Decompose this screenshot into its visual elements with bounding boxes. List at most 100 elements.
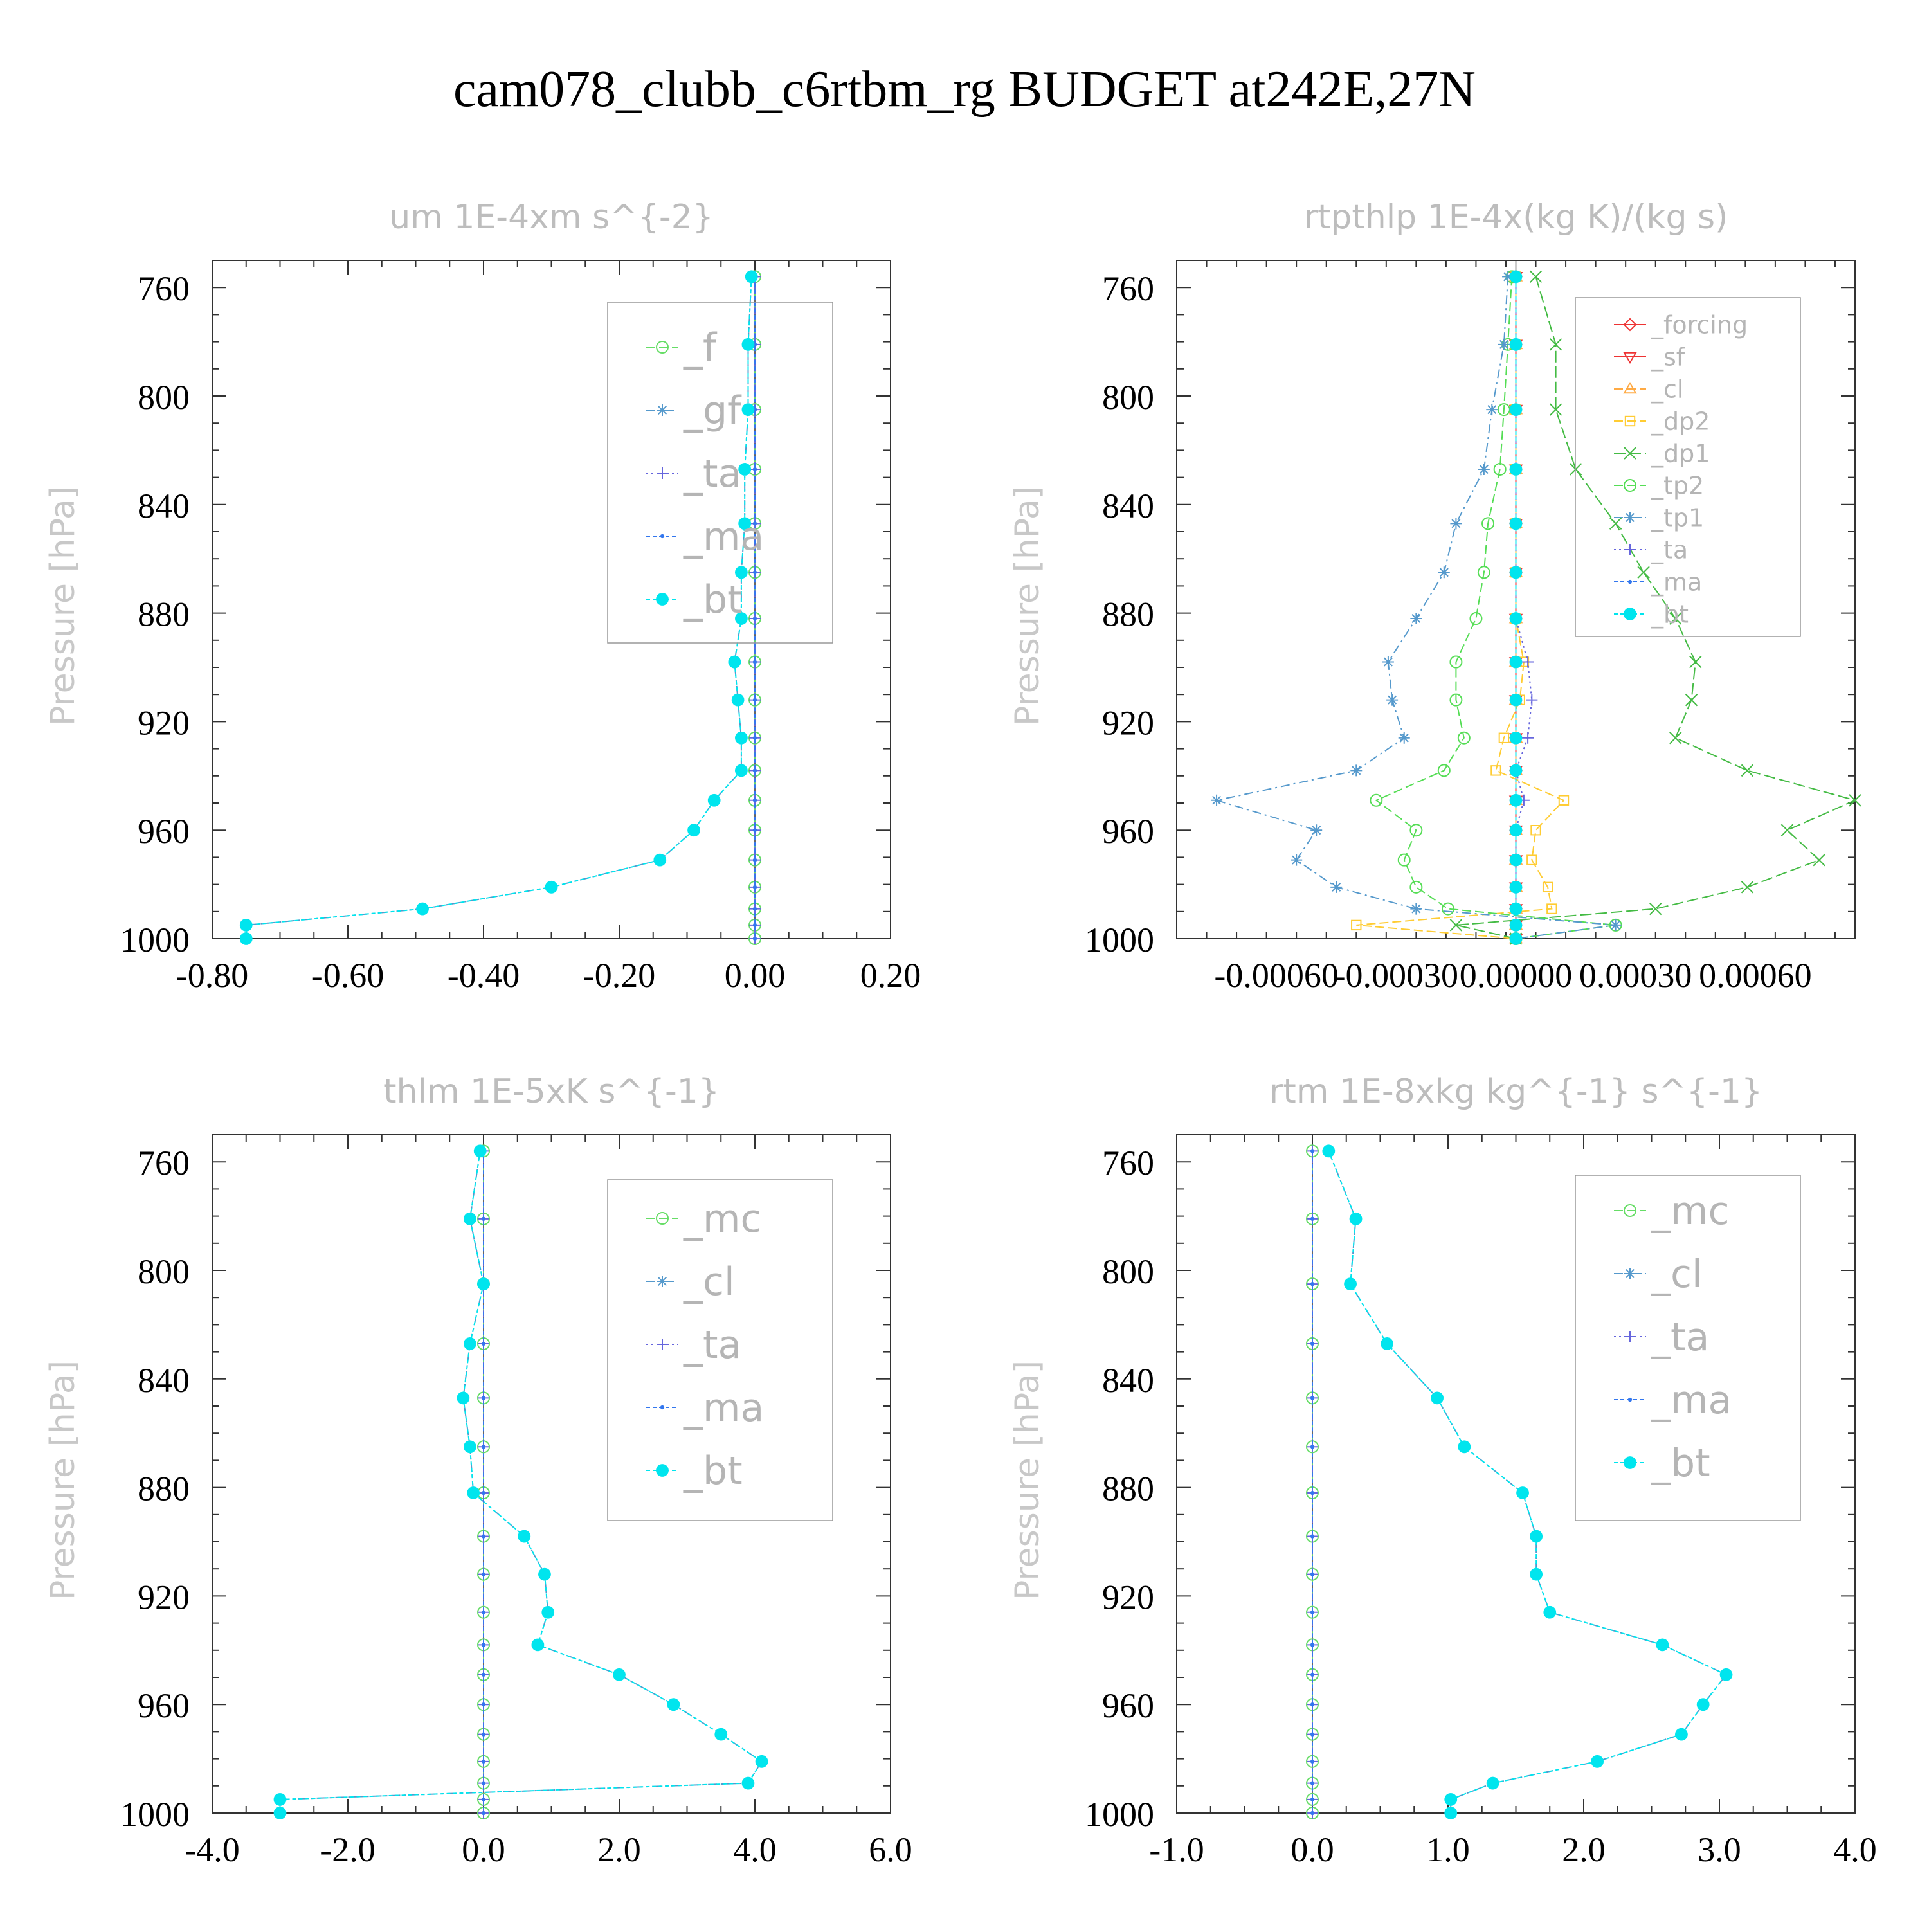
legend-label: _ta [1651, 536, 1688, 564]
data-point [1529, 270, 1543, 284]
data-point [752, 923, 757, 928]
data-point [1522, 656, 1534, 668]
y-tick-label: 840 [138, 1361, 190, 1400]
legend-marker [656, 593, 669, 606]
legend-label: _bt [1651, 1441, 1710, 1486]
data-point [481, 1672, 486, 1677]
data-point [1351, 919, 1362, 931]
data-point [481, 1216, 486, 1221]
data-point [531, 1638, 545, 1652]
x-tick-label: 2.0 [1562, 1830, 1606, 1869]
data-point [239, 919, 253, 932]
x-tick-label: 1.0 [1426, 1830, 1470, 1869]
data-point [481, 1810, 486, 1816]
legend-marker [1623, 352, 1637, 364]
data-point [1397, 853, 1411, 867]
legend-marker [1624, 1268, 1636, 1279]
data-point [1450, 518, 1462, 530]
data-point [1526, 854, 1537, 865]
data-point [1310, 1534, 1315, 1539]
data-point [1719, 1668, 1733, 1681]
series-bt [239, 270, 758, 945]
legend-label: _bt [1651, 600, 1689, 628]
legend-marker [657, 1339, 668, 1350]
data-point [481, 1781, 486, 1785]
data-point [1291, 854, 1303, 866]
data-point [1546, 903, 1557, 914]
y-tick-label: 760 [1102, 1144, 1154, 1182]
x-tick-label: 0.00060 [1699, 956, 1812, 995]
data-point [735, 764, 748, 777]
legend-label: _tp1 [1651, 503, 1704, 532]
data-point [1509, 793, 1523, 807]
data-point [1477, 566, 1490, 579]
data-point [1410, 613, 1422, 625]
data-point [1509, 270, 1523, 284]
data-point [1509, 693, 1523, 707]
series-line [1375, 276, 1616, 939]
data-point [1656, 1638, 1669, 1652]
legend-marker [1624, 447, 1636, 460]
legend-marker [657, 467, 668, 479]
y-tick-label: 920 [138, 703, 190, 742]
legend-label: _mc [1651, 1189, 1729, 1234]
legend-label: _ma [1651, 568, 1702, 596]
y-tick-label: 800 [138, 378, 190, 417]
data-point [1349, 1212, 1363, 1225]
data-point [613, 1668, 626, 1681]
data-point [1310, 1643, 1315, 1647]
legend-marker [1627, 579, 1633, 584]
legend-marker [1624, 479, 1636, 492]
data-point [481, 1572, 486, 1576]
y-tick-label: 800 [1102, 378, 1154, 417]
data-point [1386, 694, 1399, 706]
x-tick-label: -0.60 [312, 956, 384, 995]
data-point [481, 1341, 486, 1346]
legend-label: _sf [1651, 343, 1686, 371]
x-tick-label: 0.20 [860, 956, 921, 995]
data-point [1481, 517, 1495, 530]
legend-marker [656, 341, 669, 354]
data-point [1591, 1755, 1604, 1768]
legend-label: _cl [683, 1259, 735, 1305]
x-tick-label: 0.00030 [1579, 956, 1692, 995]
data-point [755, 1755, 768, 1768]
data-point [1509, 566, 1523, 579]
data-point [239, 932, 253, 945]
data-point [752, 885, 757, 889]
data-point [1449, 655, 1463, 669]
data-point [1310, 1341, 1315, 1346]
data-point [1509, 932, 1523, 945]
data-point [1543, 1605, 1557, 1619]
x-tick-label: 4.0 [733, 1830, 777, 1869]
x-tick-label: -0.00030 [1334, 956, 1458, 995]
data-point [707, 793, 721, 807]
legend-label: _f [683, 325, 718, 370]
data-point [477, 1277, 490, 1290]
data-point [741, 403, 755, 416]
panel-title: rtpthlp 1E-4x(kg K)/(kg s) [1304, 198, 1728, 237]
series-bt [1509, 270, 1523, 945]
series-ta [1510, 271, 1538, 944]
data-point [481, 1490, 486, 1495]
data-point [752, 521, 757, 526]
data-point [735, 566, 748, 579]
data-point [738, 517, 752, 530]
chart-panel-3: thlm 1E-5xK s^{-1} Pressure [hPa] 760 800 84… [44, 1072, 912, 1869]
panel-title: um 1E-4xm s^{-2} [389, 198, 714, 237]
legend: _f _gf _ta _ma _bt [607, 302, 833, 644]
legend-label: _mc [683, 1196, 761, 1241]
legend-box [607, 1179, 833, 1521]
data-point [1509, 517, 1523, 530]
plot-frame [212, 1134, 891, 1814]
data-point [1490, 765, 1501, 776]
data-point [481, 1732, 486, 1737]
data-point [1516, 1486, 1529, 1499]
data-point [752, 660, 757, 664]
data-point [752, 936, 757, 941]
data-point [1685, 693, 1698, 707]
data-point [1310, 1149, 1315, 1153]
data-point [1382, 656, 1394, 668]
series-bt [273, 1144, 768, 1819]
chart-panel-1: um 1E-4xm s^{-2} Pressure [hPa] 760 800 840 8… [44, 198, 921, 995]
